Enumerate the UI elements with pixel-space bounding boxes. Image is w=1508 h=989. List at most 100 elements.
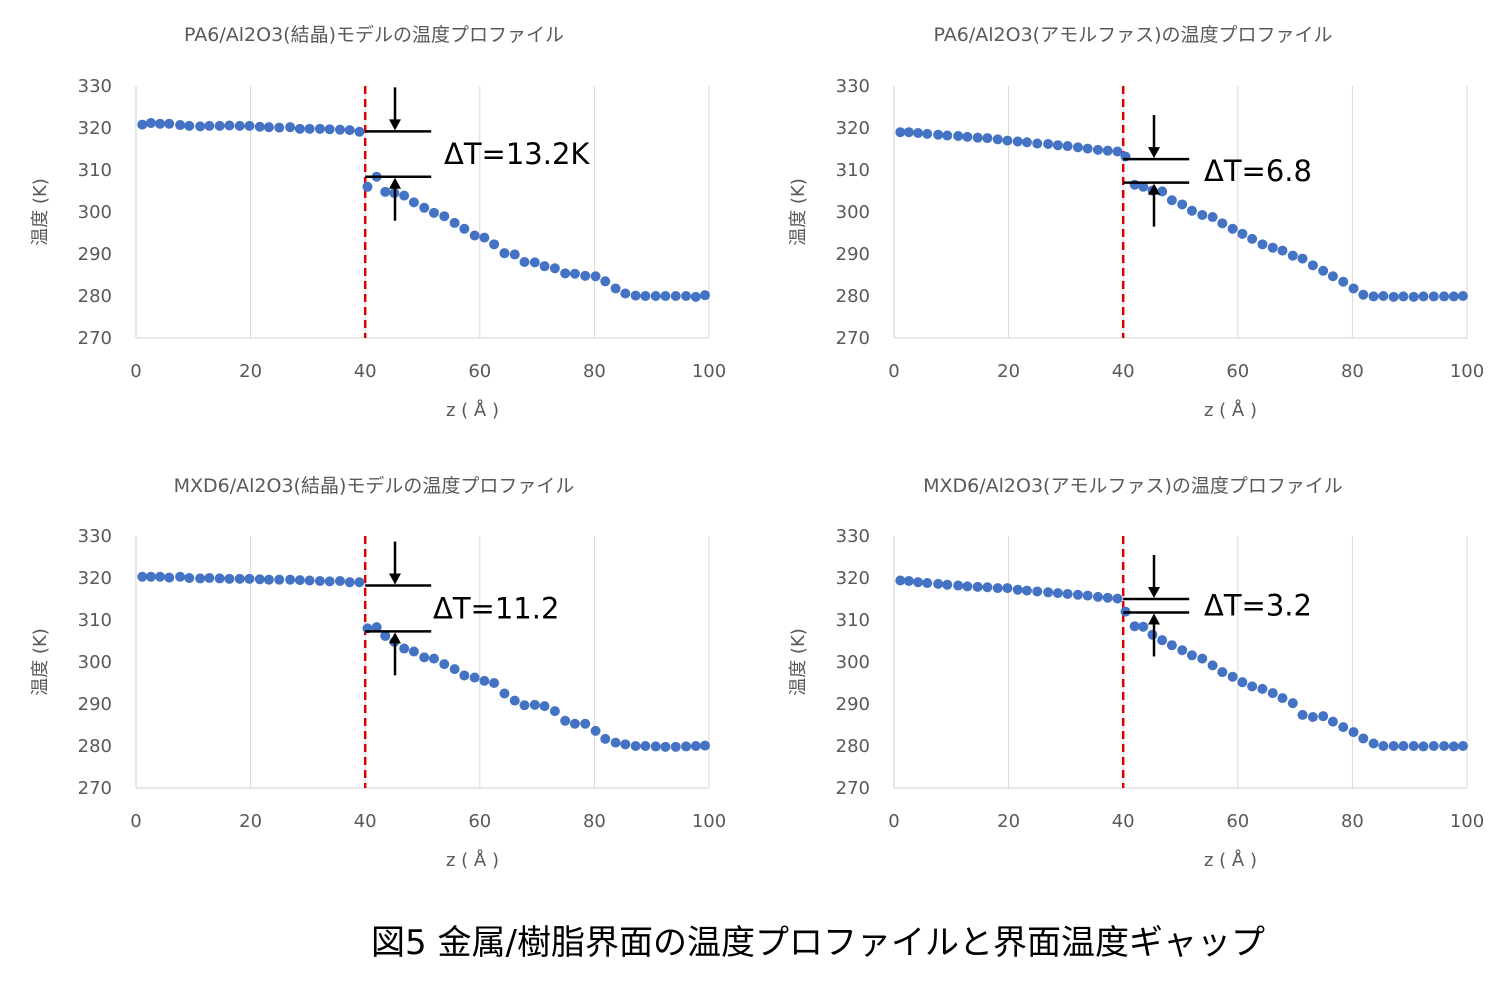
data-point [344,577,355,588]
x-tick-label: 100 [1450,811,1484,832]
y-tick-label: 320 [78,568,112,589]
data-point [1021,137,1032,148]
data-point [324,576,335,587]
data-point [1408,291,1419,302]
x-tick-label: 100 [692,811,726,832]
data-point [1112,593,1123,604]
data-point [354,577,365,588]
data-point [519,700,530,711]
data-point [1062,588,1073,599]
data-point [1418,741,1429,752]
y-axis-label: 温度 (K) [30,628,51,696]
data-point [334,575,345,586]
data-point [509,249,520,260]
data-point [285,122,296,133]
data-point [600,733,611,744]
data-point [1082,143,1093,154]
data-point [1267,242,1278,253]
data-point [408,197,419,208]
data-point [234,573,245,584]
data-point [1138,621,1149,632]
data-point [610,283,621,294]
data-point [1072,589,1083,600]
data-point [1052,588,1063,599]
data-point [304,123,315,134]
data-point [145,571,156,582]
data-point [164,118,175,129]
data-point [274,574,285,585]
x-tick-label: 20 [239,361,262,382]
data-point [1217,667,1228,678]
y-tick-label: 330 [78,76,112,97]
data-point [1082,590,1093,601]
data-point [499,688,510,699]
data-point [294,575,305,586]
data-point [1247,681,1258,692]
data-point [1032,586,1043,597]
data-point [549,263,560,274]
data-point [933,129,944,140]
y-tick-label: 270 [836,328,870,349]
data-point [982,582,993,593]
data-point [408,646,419,657]
data-point [419,202,430,213]
data-point [922,578,933,589]
data-point [263,122,274,133]
y-tick-label: 290 [836,244,870,265]
data-point [1129,621,1140,632]
data-point [1012,584,1023,595]
data-point [539,701,550,712]
data-point [1227,223,1238,234]
data-point [610,737,621,748]
x-tick-label: 0 [888,811,899,832]
delta-arrow-down-head [389,573,401,585]
y-tick-label: 290 [78,694,112,715]
data-point [1157,635,1168,646]
data-point [681,741,692,752]
data-point [1368,738,1379,749]
data-point [1217,218,1228,229]
data-point [1002,583,1013,594]
data-point [459,670,470,681]
data-point [640,741,651,751]
data-point [620,739,631,750]
x-tick-label: 40 [1112,361,1135,382]
data-point [630,290,641,301]
data-point [1448,741,1459,752]
data-point [519,256,530,267]
x-tick-label: 40 [1112,811,1135,832]
data-point [580,718,591,729]
x-tick-label: 40 [354,361,377,382]
data-point [962,131,973,142]
data-point [1297,709,1308,720]
data-point [962,581,973,592]
x-tick-label: 0 [888,361,899,382]
data-point [274,122,285,133]
x-tick-label: 40 [354,811,377,832]
data-point [699,290,710,301]
data-point [254,121,265,132]
data-point [529,699,540,710]
data-point [1378,741,1389,751]
data-point [195,121,206,132]
data-point [1457,291,1468,301]
data-point [184,120,195,131]
data-point [1227,671,1238,682]
data-point [1418,291,1429,302]
data-point [244,120,255,131]
data-point [1092,591,1103,602]
data-point [324,124,335,135]
chart-panel-4: MXD6/Al2O3(アモルファス)の温度プロファイル 0 20 40 60 80 100 2… [788,475,1484,871]
data-point [1177,645,1188,656]
data-point [1428,741,1439,751]
delta-arrow-up-head [389,177,401,189]
y-tick-label: 320 [836,118,870,139]
data-point [1032,138,1043,149]
data-point [895,575,906,586]
data-point [699,740,710,751]
data-point [1237,228,1248,239]
x-tick-label: 20 [997,811,1020,832]
chart-title: PA6/Al2O3(結晶)モデルの温度プロファイル [184,24,564,46]
data-point [953,130,964,141]
